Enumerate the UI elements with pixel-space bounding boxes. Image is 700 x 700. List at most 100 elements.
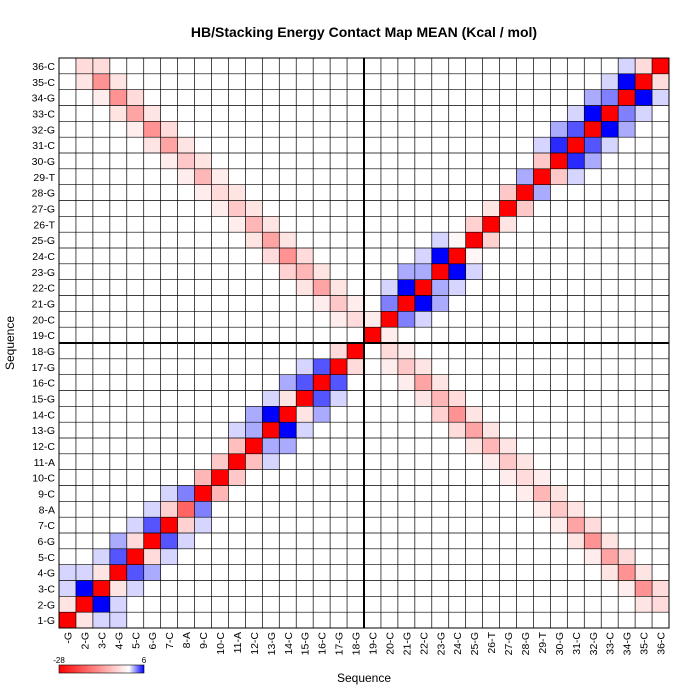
y-tick-label-11-A: 11-A <box>34 457 55 469</box>
heatmap-cell-25-G-25-G <box>465 232 483 248</box>
heatmap-cell-26-T-27-G <box>482 200 500 217</box>
heatmap-cell-2-G-35-C <box>75 73 93 90</box>
chart-title: HB/Stacking Energy Contact Map MEAN (Kca… <box>191 24 537 40</box>
y-tick-label-31-C: 31-C <box>32 140 55 152</box>
heatmap-cell-16-C-15-G <box>313 390 331 407</box>
heatmap-cell-4-G-34-G <box>109 89 127 106</box>
heatmap-cell-14-C-12-C <box>279 438 297 454</box>
heatmap-cell-11-A-12-C <box>228 438 246 454</box>
y-tick-label-13-G: 13-G <box>32 425 55 437</box>
heatmap-cell-23-G-24-C <box>431 248 449 264</box>
heatmap-cell-30-G-7-C <box>550 517 568 533</box>
x-axis-label: Sequence <box>337 671 391 685</box>
x-tick-label-6-G: 6-G <box>147 632 159 650</box>
heatmap-cell-32-G-33-C <box>584 105 602 122</box>
heatmap-cell-27-G-27-G <box>499 200 517 217</box>
heatmap-cell-3-C-2-G <box>92 596 110 613</box>
heatmap-cell-13-G-11-A <box>262 453 280 470</box>
heatmap-cell-1-G-3-C <box>59 580 76 597</box>
heatmap-cell-36-C-2-G <box>652 596 669 613</box>
x-tick-label-25-G: 25-G <box>469 632 481 655</box>
heatmap-cell-3-C-4-G <box>92 564 110 581</box>
heatmap-cell-10-C-9-C <box>211 485 229 502</box>
heatmap-cell-22-C-17-G <box>414 358 432 375</box>
heatmap-cell-34-G-5-C <box>618 548 636 565</box>
heatmap-cell-32-G-31-C <box>584 137 602 153</box>
heatmap-cell-12-C-13-G <box>245 422 263 438</box>
heatmap-cell-9-C-28-G <box>194 184 212 201</box>
heatmap-cell-36-C-36-C <box>652 58 669 74</box>
heatmap-cell-21-G-17-G <box>397 358 415 375</box>
y-tick-label-23-G: 23-G <box>32 267 55 279</box>
heatmap-cell-16-C-21-G <box>313 295 331 312</box>
heatmap-cell-18-G-17-G <box>347 358 364 375</box>
heatmap-cell-15-G-22-C <box>296 279 314 296</box>
x-tick-label-11-A: 11-A <box>232 632 244 653</box>
heatmap-cell-17-G-21-G <box>330 295 348 312</box>
x-tick-label-16-C: 16-C <box>317 632 329 655</box>
x-tick-label-5-C: 5-C <box>130 632 142 649</box>
heatmap-cell-9-C-10-C <box>194 469 212 486</box>
heatmap-cell-5-C-5-C <box>126 548 144 565</box>
heatmap-cell-21-G-16-C <box>397 374 415 391</box>
heatmap-cell-16-C-16-C <box>313 374 331 391</box>
heatmap-cell-33-C-6-G <box>601 533 619 549</box>
heatmap-cell-8-A-9-C <box>177 485 195 502</box>
heatmap-cell-31-C-7-C <box>567 517 585 533</box>
x-tick-label-4-G: 4-G <box>113 632 125 650</box>
heatmap-cell-15-G-16-C <box>296 374 314 391</box>
heatmap-cell-20-C-17-G <box>380 358 398 375</box>
heatmap-cell-20-C-18-G <box>380 343 398 359</box>
heatmap-cell-2-G-1-G <box>75 612 93 628</box>
heatmap-cell-1-G-4-G <box>59 564 76 581</box>
heatmap-cell-24-C-14-C <box>448 406 466 423</box>
heatmap-cell-8-A-30-G <box>177 153 195 169</box>
heatmap-cell-31-C-31-C <box>567 137 585 153</box>
y-tick-label-19-C: 19-C <box>32 330 55 342</box>
x-tick-label-24-C: 24-C <box>452 632 464 655</box>
heatmap-cell-13-G-13-G <box>262 422 280 438</box>
heatmap-cell-11-A-28-G <box>228 184 246 201</box>
heatmap-cell-25-G-23-G <box>465 263 483 280</box>
heatmap-cell-30-G-31-C <box>550 137 568 153</box>
heatmap-cell-25-G-13-G <box>465 422 483 438</box>
separator-lines <box>59 58 669 628</box>
y-tick-label-24-C: 24-C <box>32 251 55 263</box>
heatmap-cell-5-C-6-G <box>126 533 144 549</box>
x-tick-label-28-G: 28-G <box>520 632 532 655</box>
x-tick-label-32-G: 32-G <box>588 632 600 655</box>
y-tick-label-36-C: 36-C <box>32 61 55 73</box>
heatmap-cell-4-G-6-G <box>109 533 127 549</box>
y-tick-label-35-C: 35-C <box>32 77 55 89</box>
heatmap-cell-30-G-8-A <box>550 501 568 518</box>
x-tick-label-26-T: 26-T <box>486 631 498 653</box>
heatmap-cell-13-G-24-C <box>262 248 280 264</box>
heatmap-cell-30-G-32-G <box>550 121 568 138</box>
heatmap-cell-14-C-13-G <box>279 422 297 438</box>
heatmap-cell-34-G-34-G <box>618 89 636 106</box>
heatmap-cell-24-C-23-G <box>448 263 466 280</box>
heatmap-cell-36-C-35-C <box>652 73 669 90</box>
heatmap-cell-9-C-8-A <box>194 501 212 518</box>
heatmap-cell-5-C-4-G <box>126 564 144 581</box>
heatmap-cell-13-G-15-G <box>262 390 280 407</box>
heatmap-cell-34-G-35-C <box>618 73 636 90</box>
heatmap-cell-22-C-20-C <box>414 311 432 328</box>
heatmap-cell-7-C-6-G <box>160 533 178 549</box>
heatmap-cell-10-C-29-T <box>211 168 229 185</box>
heatmap-cell-14-C-14-C <box>279 406 297 423</box>
heatmap-cell-28-G-28-G <box>516 184 534 201</box>
heatmap-cell-27-G-11-A <box>499 453 517 470</box>
heatmap-cell-28-G-9-C <box>516 485 534 502</box>
x-tick-label-31-C: 31-C <box>571 632 583 655</box>
heatmap-cell-2-G-2-G <box>75 596 93 613</box>
plot-border <box>58 57 670 629</box>
heatmap-cell-22-C-22-C <box>414 279 432 296</box>
heatmap-cell-5-C-34-G <box>126 89 144 106</box>
heatmap-cell-15-G-23-G <box>296 263 314 280</box>
heatmap-cell-3-C-3-C <box>92 580 110 597</box>
heatmap-cell-11-A-26-T <box>228 216 246 233</box>
heatmap-cell-18-G-21-G <box>347 295 364 312</box>
heatmap-cell-28-G-11-A <box>516 453 534 470</box>
heatmap-cell-14-C-15-G <box>279 390 297 407</box>
